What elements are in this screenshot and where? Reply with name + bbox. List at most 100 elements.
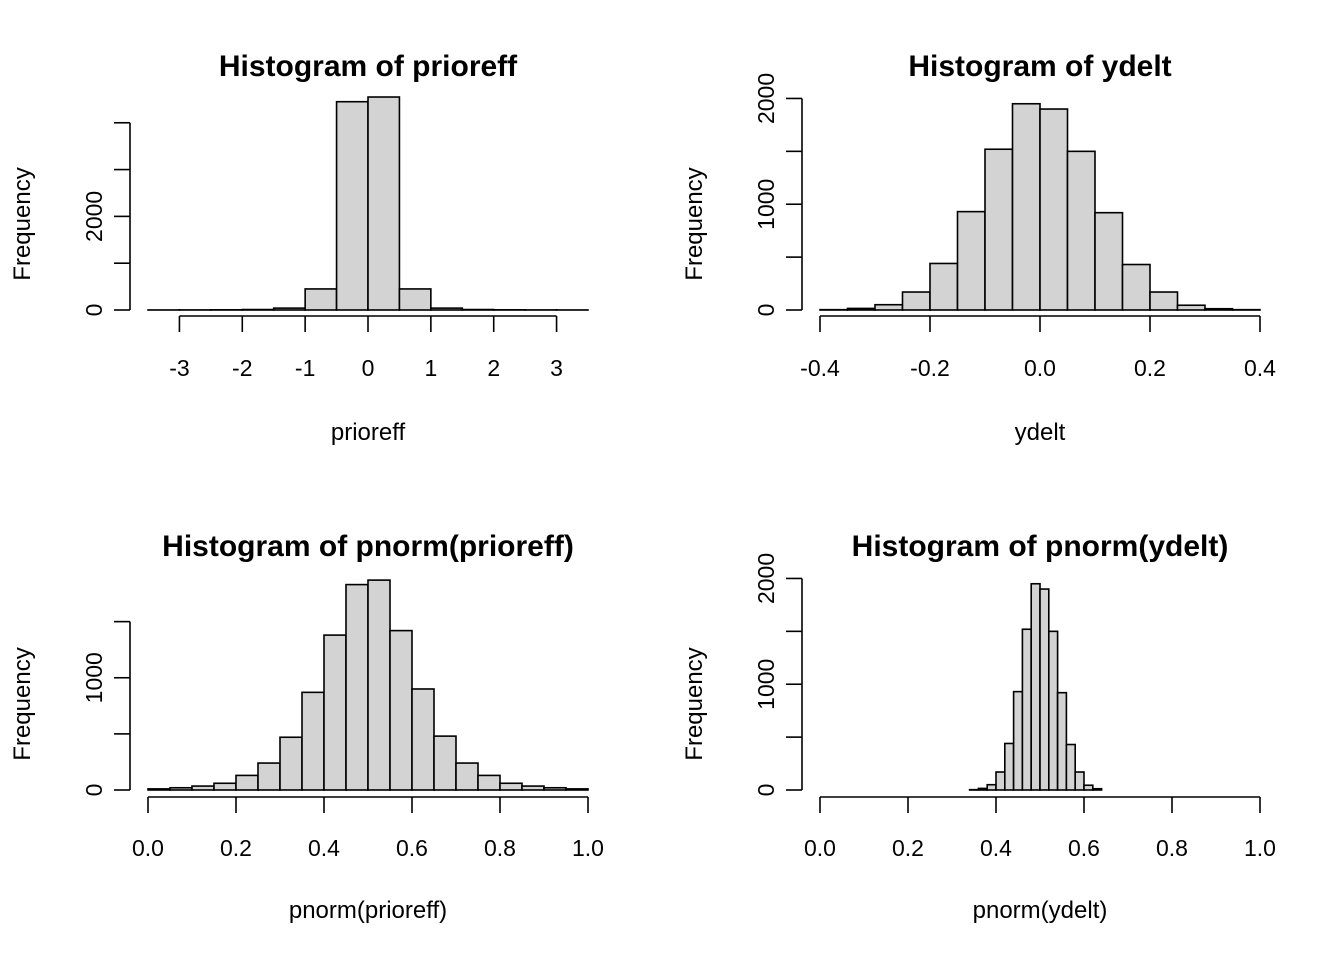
histogram-bar <box>1011 102 1041 311</box>
y-tick-label: 1000 <box>81 652 107 703</box>
x-tick-label: 0.4 <box>1244 355 1276 381</box>
histogram-bar <box>1121 263 1151 311</box>
histogram-bar <box>272 307 306 311</box>
histogram-bar <box>455 762 479 791</box>
histogram-bar <box>1074 771 1085 791</box>
histogram-bar <box>956 210 986 311</box>
x-tick-label: 1.0 <box>572 835 604 861</box>
x-axis: -0.4 -0.2 0.0 0.2 0.4 <box>800 315 1276 381</box>
y-tick-label: 0 <box>753 784 779 797</box>
y-axis-label: Frequency <box>9 167 36 280</box>
histogram-bar <box>1092 787 1103 791</box>
panel-histogram-pnorm-ydelt: Histogram of pnorm(ydelt) pnorm(ydelt) F… <box>681 530 1276 924</box>
chart-title: Histogram of prioreff <box>219 50 518 83</box>
panel-histogram-ydelt: Histogram of ydelt ydelt Frequency -0.4-… <box>681 50 1276 446</box>
histogram-bar <box>929 262 959 311</box>
histogram-bar <box>389 629 413 791</box>
y-tick-label: 1000 <box>753 659 779 710</box>
x-tick-label: -1 <box>295 355 315 381</box>
histogram-bar <box>1003 742 1015 791</box>
histogram-bar <box>1039 588 1050 791</box>
histogram-bar <box>1083 784 1094 791</box>
histogram-bar <box>1048 630 1059 791</box>
x-tick-label: 3 <box>550 355 563 381</box>
histogram-bar <box>191 785 215 791</box>
x-tick-label: 0 <box>362 355 375 381</box>
x-axis-label: pnorm(prioreff) <box>289 897 447 924</box>
x-axis-label: pnorm(ydelt) <box>973 897 1108 924</box>
x-tick-label: 1 <box>424 355 437 381</box>
x-tick-label: 0.2 <box>1134 355 1166 381</box>
histogram-bar <box>367 579 391 791</box>
histogram-bar <box>430 307 464 311</box>
y-tick-label: 2000 <box>753 553 779 604</box>
histogram-bar <box>1066 150 1096 311</box>
bars <box>147 96 589 311</box>
x-axis: 0.0 0.2 0.4 0.6 0.8 1.0 <box>132 796 604 861</box>
histogram-bar <box>411 688 435 791</box>
histogram-bar <box>986 783 997 791</box>
histogram-bar <box>335 100 369 311</box>
panel-histogram-pnorm-prioreff: Histogram of pnorm(prioreff) pnorm(prior… <box>9 530 604 924</box>
bars <box>819 102 1261 311</box>
x-axis-label: prioreff <box>331 419 406 446</box>
y-tick-label: 2000 <box>753 73 779 124</box>
histogram-bar <box>147 788 171 791</box>
x-tick-label: 0.8 <box>1156 835 1188 861</box>
x-axis-label: ydelt <box>1015 419 1066 446</box>
histogram-bar <box>499 782 523 791</box>
y-axis-label: Frequency <box>681 647 708 760</box>
y-tick-label: 0 <box>81 784 107 797</box>
y-axis: 0 2000 <box>81 121 131 317</box>
histogram-bar <box>235 774 259 791</box>
x-tick-label: 0.4 <box>308 835 340 861</box>
histogram-bar <box>1039 108 1069 311</box>
histogram-bar <box>345 583 369 791</box>
x-tick-label: -2 <box>232 355 252 381</box>
y-axis: 0 1000 2000 <box>753 553 803 797</box>
y-axis: 0 1000 2000 <box>753 73 803 317</box>
x-tick-label: 0.6 <box>396 835 428 861</box>
histogram-bar <box>1012 690 1024 791</box>
x-tick-label: 0.2 <box>892 835 924 861</box>
y-tick-label: 0 <box>81 304 107 317</box>
chart-title: Histogram of ydelt <box>908 50 1171 83</box>
histogram-bar <box>1149 291 1179 311</box>
histogram-bar <box>279 736 303 791</box>
histogram-bar <box>323 634 347 791</box>
histogram-bar <box>1056 691 1068 791</box>
y-axis-label: Frequency <box>9 647 36 760</box>
histogram-bar <box>257 762 281 791</box>
x-tick-label: 1.0 <box>1244 835 1276 861</box>
x-axis: -3 -2 -1 0 1 2 3 <box>169 315 563 381</box>
histogram-bar <box>1021 628 1033 791</box>
bars <box>968 582 1103 791</box>
x-tick-label: 0.6 <box>1068 835 1100 861</box>
chart-title: Histogram of pnorm(prioreff) <box>162 530 574 563</box>
x-tick-label: 2 <box>487 355 500 381</box>
histogram-bar <box>1094 211 1124 311</box>
histogram-bar <box>521 785 545 791</box>
bars <box>147 579 589 791</box>
histogram-bar <box>1065 743 1077 791</box>
histogram-bar <box>304 288 338 311</box>
histogram-bar <box>477 774 501 791</box>
chart-title: Histogram of pnorm(ydelt) <box>852 530 1229 563</box>
y-tick-label: 2000 <box>81 191 107 242</box>
histogram-bar <box>984 148 1014 311</box>
y-tick-label: 0 <box>753 304 779 317</box>
panel-histogram-prioreff: Histogram of prioreff prioreff Frequency… <box>9 50 589 446</box>
histogram-bar <box>213 782 237 791</box>
x-tick-label: 0.0 <box>132 835 164 861</box>
histogram-bar <box>169 786 193 791</box>
x-tick-label: -0.2 <box>910 355 950 381</box>
histogram-bar <box>846 307 876 311</box>
histogram-bar <box>977 787 989 791</box>
histogram-bar <box>1176 304 1206 311</box>
histogram-bar <box>367 96 401 311</box>
histogram-bar <box>1030 582 1041 791</box>
x-axis: 0.0 0.2 0.4 0.6 0.8 1.0 <box>804 796 1276 861</box>
x-tick-label: 0.0 <box>804 835 836 861</box>
histogram-bar <box>995 771 1006 791</box>
